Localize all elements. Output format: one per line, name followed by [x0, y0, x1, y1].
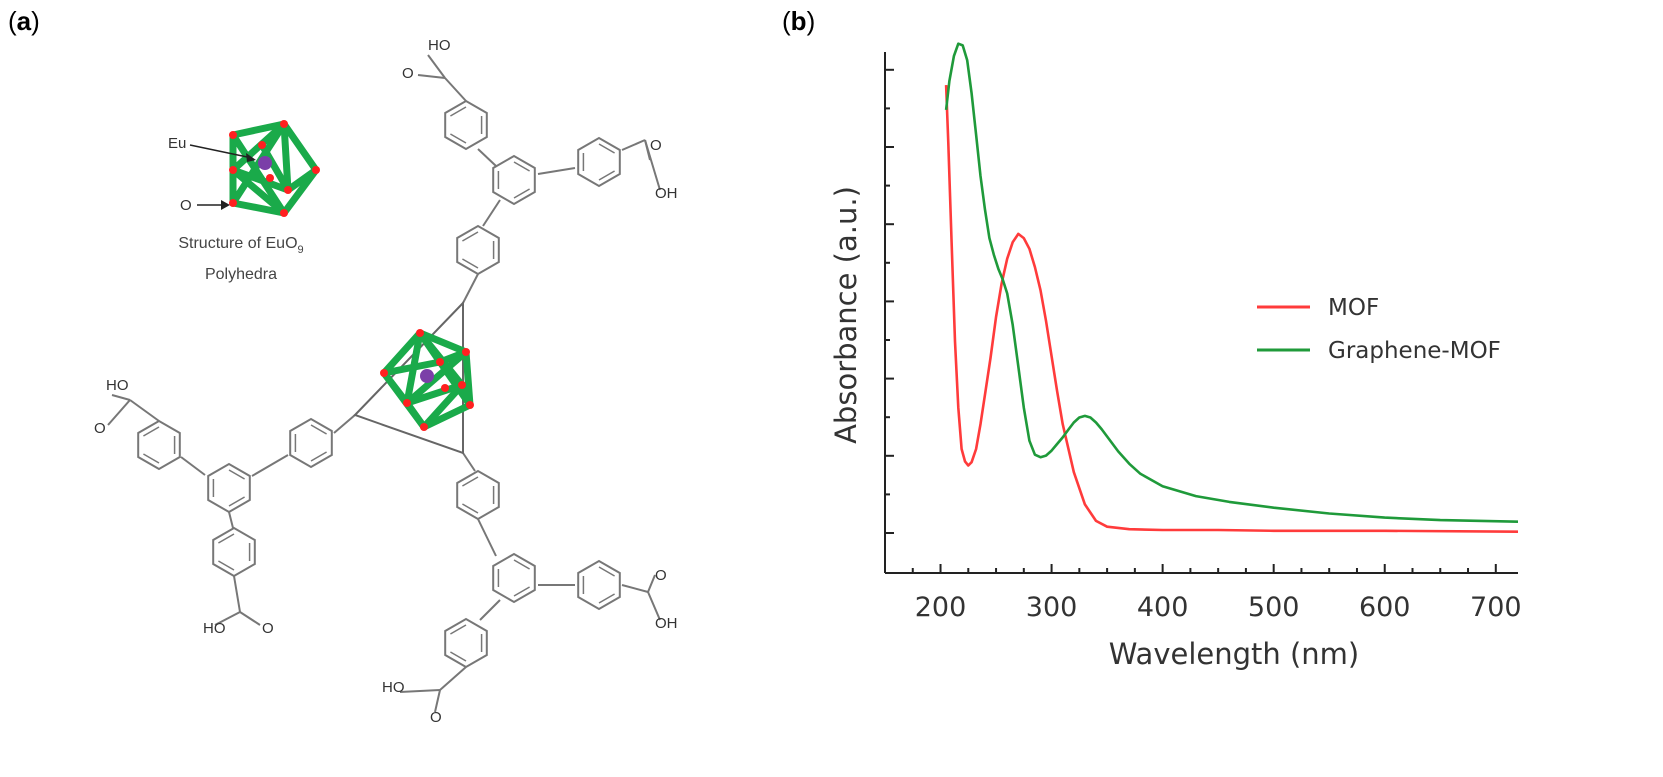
bond	[251, 454, 289, 477]
bond	[214, 611, 241, 626]
series-line-mof	[944, 85, 1519, 533]
carboxyl-labels: HO O O OH HO O HO O O OH HO O	[94, 37, 678, 726]
bond	[537, 167, 576, 175]
x-tick-label: 600	[1359, 592, 1411, 623]
bond	[644, 139, 661, 191]
bond	[477, 518, 497, 557]
bond	[129, 399, 160, 422]
eu-label: Eu	[168, 135, 186, 152]
bond	[107, 399, 131, 426]
benzene-ring	[577, 136, 621, 188]
bond	[647, 591, 661, 621]
cooh-br-o: O	[655, 567, 667, 584]
x-tick-label: 400	[1137, 592, 1189, 623]
chart-axes	[884, 52, 1518, 574]
inset-title-line1: Structure of EuO9	[178, 235, 303, 256]
panel-a-letter: a	[16, 6, 32, 36]
legend-label: MOF	[1328, 295, 1379, 321]
bond	[479, 599, 501, 621]
benzene-ring	[492, 154, 536, 206]
cooh-right-o: O	[650, 137, 662, 154]
panel-a-label: (a)	[8, 6, 40, 36]
cooh-bottom-ho: HO	[203, 620, 226, 637]
central-triangle	[353, 300, 464, 455]
bond	[333, 414, 356, 434]
x-axis-title: Wavelength (nm)	[1109, 637, 1360, 671]
benzene-ring	[444, 617, 488, 669]
bond	[111, 394, 131, 401]
bond	[439, 666, 467, 691]
central-euo9-polyhedron	[380, 329, 474, 431]
x-tick-label: 700	[1470, 592, 1522, 623]
bond	[462, 452, 476, 472]
benzene-ring	[456, 224, 500, 276]
benzene-ring	[456, 469, 500, 521]
cooh-top-ho: HO	[428, 37, 451, 54]
bond	[477, 148, 497, 167]
cooh-bb-ho: HO	[382, 679, 405, 696]
inset-euo9-polyhedron	[229, 120, 320, 217]
bond	[180, 456, 206, 476]
cooh-bottom-o: O	[262, 620, 274, 637]
chart-legend: MOF Graphene-MOF	[1257, 295, 1501, 364]
panel-b-letter: b	[790, 6, 807, 36]
inset-title-line2: Polyhedra	[205, 266, 277, 283]
ligand-network	[107, 54, 661, 713]
bond	[434, 689, 441, 713]
y-axis-title: Absorbance (a.u.)	[829, 186, 863, 444]
cooh-left-ho: HO	[106, 377, 129, 394]
benzene-ring	[577, 559, 621, 611]
cooh-bb-o: O	[430, 709, 442, 726]
eu-atom-inset	[258, 156, 272, 170]
cooh-top-o: O	[402, 65, 414, 82]
benzene-ring	[207, 462, 251, 514]
cooh-left-o: O	[94, 420, 106, 437]
x-tick-label: 200	[915, 592, 967, 623]
bond	[239, 611, 261, 626]
bond	[462, 273, 479, 304]
bond	[427, 54, 446, 79]
benzene-ring	[492, 552, 536, 604]
bond	[228, 511, 234, 529]
x-tick-label: 300	[1026, 592, 1078, 623]
bond	[233, 575, 241, 613]
x-tick-labels: 200 300 400 500 600 700	[915, 592, 1522, 623]
bond	[482, 199, 501, 227]
benzene-ring	[212, 526, 256, 578]
benzene-ring	[289, 417, 333, 469]
eu-atom-central	[420, 369, 434, 383]
legend-label: Graphene-MOF	[1328, 338, 1501, 364]
o-label: O	[180, 197, 192, 214]
x-tick-label: 500	[1248, 592, 1300, 623]
mof-structure-diagram: Eu O Structure of EuO9 Polyhedra HO O O …	[94, 37, 678, 726]
cooh-br-oh: OH	[655, 615, 678, 632]
series-line-graphene-mof	[944, 42, 1519, 523]
bond	[444, 77, 467, 102]
bond	[621, 584, 649, 593]
chart-series	[944, 42, 1519, 533]
bond	[647, 574, 656, 593]
eu-arrow	[189, 144, 253, 159]
cooh-right-oh: OH	[655, 185, 678, 202]
bond	[399, 689, 441, 693]
panel-b-label: (b)	[782, 6, 816, 36]
bond	[621, 139, 646, 151]
bond	[417, 74, 446, 79]
